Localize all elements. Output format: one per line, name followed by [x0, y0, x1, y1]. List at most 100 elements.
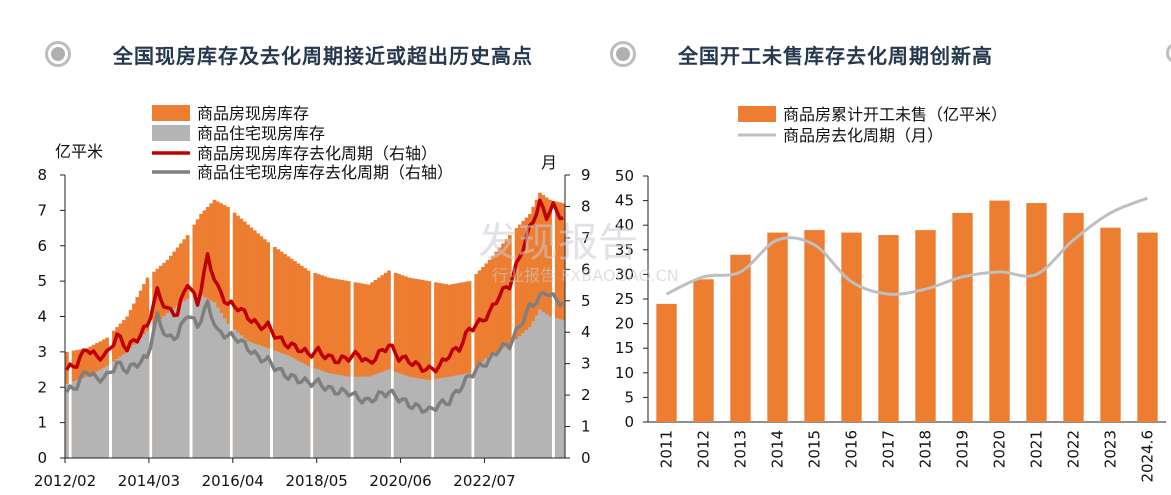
bar-residential-inventory [541, 311, 546, 458]
bar-residential-inventory [313, 368, 318, 458]
bar-residential-inventory [219, 312, 224, 458]
bar-unsold-started [989, 200, 1010, 422]
left-y-tick-label: 1 [37, 414, 47, 432]
bar-commercial-inventory [413, 278, 418, 458]
left-y-tick-label: 2 [37, 378, 47, 396]
x-tick-label: 2022/07 [453, 472, 515, 490]
bar-residential-inventory [534, 315, 539, 458]
right-y-tick-label: 6 [581, 260, 591, 278]
bar-residential-inventory [336, 374, 341, 458]
bar-unsold-started [1137, 232, 1158, 422]
bar-residential-inventory [185, 298, 190, 458]
bar-residential-inventory [323, 371, 328, 458]
bar-residential-inventory [440, 377, 445, 458]
bar-residential-inventory [360, 376, 365, 458]
bar-residential-inventory [249, 342, 254, 458]
bar-residential-inventory [427, 380, 432, 458]
bar-residential-inventory [182, 301, 187, 458]
right-y-ticks: 0 1 2 3 4 5 6 7 8 9 [565, 166, 591, 467]
right-chart-x-tick-label: 2011 [658, 430, 676, 468]
bar-commercial-inventory [336, 279, 341, 458]
left-y-tick-label: 4 [37, 308, 47, 326]
bar-residential-inventory [326, 373, 331, 458]
bar-residential-inventory [152, 324, 156, 458]
bar-residential-inventory [417, 378, 422, 458]
bar-residential-inventory [410, 377, 415, 458]
bar-residential-inventory [222, 318, 227, 458]
bar-residential-inventory [162, 315, 167, 458]
right-chart-y-tick-label: 0 [624, 413, 634, 431]
bar-commercial-inventory [306, 270, 311, 458]
bar-commercial-inventory [383, 272, 388, 458]
bar-commercial-inventory [320, 275, 324, 458]
bar-residential-inventory [316, 369, 321, 458]
right-chart-y-tick-label: 35 [615, 241, 634, 259]
right-chart-y-tick-label: 25 [615, 290, 634, 308]
bar-residential-inventory [363, 376, 368, 458]
bar-residential-inventory [289, 357, 294, 458]
bar-residential-inventory [246, 341, 250, 458]
bar-commercial-inventory [330, 278, 334, 458]
bar-residential-inventory [202, 297, 207, 458]
legend-swatch-residential-inventory [152, 125, 190, 141]
legend-label-commercial-cycle: 商品房现房库存去化周期（右轴） [197, 144, 437, 163]
bar-commercial-inventory [387, 270, 391, 458]
bar-commercial-inventory [346, 281, 351, 459]
bar-residential-inventory [135, 341, 140, 458]
right-chart-y-tick-label: 50 [615, 167, 634, 185]
bar-residential-inventory [125, 351, 130, 459]
line-destocking-cycle [665, 196, 1149, 296]
x-tick-label: 2016/04 [202, 472, 264, 490]
bar-residential-inventory [91, 373, 96, 458]
right-panel-title: 全国开工未售库存去化周期创新高 [678, 43, 993, 68]
right-chart-x-tick-label: 2013 [732, 430, 750, 468]
bar-residential-inventory [242, 338, 247, 458]
legend-swatch-unsold-started [738, 106, 776, 122]
bar-unsold-started [804, 230, 825, 422]
bar-commercial-inventory [403, 276, 408, 458]
right-y-tick-label: 7 [581, 229, 591, 247]
bar-commercial-inventory [373, 279, 378, 458]
bar-residential-inventory [165, 312, 170, 458]
bar-residential-inventory [205, 298, 210, 458]
bar-residential-inventory [122, 354, 126, 458]
right-chart-y-ticks: 0 5 10 15 20 25 30 35 40 45 50 [615, 167, 648, 431]
bar-unsold-started [693, 279, 714, 422]
right-chart-x-tick-label: 2021 [1028, 430, 1046, 468]
left-legend: 商品房现房库存 商品住宅现房库存 商品房现房库存去化周期（右轴） 商品住宅现房库… [152, 104, 453, 182]
bar-residential-inventory [293, 358, 297, 458]
bar-commercial-inventory [437, 282, 442, 458]
bar-residential-inventory [561, 320, 566, 458]
bar-unsold-started [1100, 227, 1121, 422]
bar-residential-inventory [481, 361, 485, 458]
bar-commercial-inventory [323, 276, 328, 458]
bar-residential-inventory [524, 330, 529, 458]
bar-residential-inventory [504, 346, 509, 458]
bar-commercial-inventory [313, 272, 318, 458]
bar-residential-inventory [380, 371, 385, 458]
bar-residential-inventory [256, 344, 260, 458]
bar-residential-inventory [457, 374, 462, 458]
bar-residential-inventory [497, 350, 502, 458]
line-commercial-cycle [65, 198, 564, 374]
bar-residential-inventory [383, 370, 388, 458]
bar-residential-inventory [467, 373, 472, 458]
bar-commercial-inventory [340, 279, 344, 458]
x-ticks: 2012/02 2014/03 2016/04 2018/05 2020/06 2022/… [34, 458, 516, 490]
bar-residential-inventory [548, 316, 552, 458]
x-tick-label: 2012/02 [34, 472, 96, 490]
watermark-main: 发现报告 [478, 220, 638, 266]
bar-residential-inventory [105, 366, 109, 458]
bar-residential-inventory [447, 376, 452, 458]
bar-residential-inventory [115, 358, 120, 458]
bar-residential-inventory [226, 323, 230, 458]
bar-commercial-inventory [343, 280, 348, 458]
watermark: 发现报告 行业报告 FXBAOGAO.CN [478, 220, 679, 285]
right-chart-y-tick-label: 40 [615, 216, 634, 234]
bar-commercial-inventory [454, 283, 458, 458]
bar-commercial-inventory [370, 282, 375, 458]
bar-residential-inventory [155, 321, 160, 458]
bar-residential-inventory [343, 376, 348, 458]
bar-commercial-inventory [457, 282, 462, 458]
bar-residential-inventory [142, 334, 146, 458]
